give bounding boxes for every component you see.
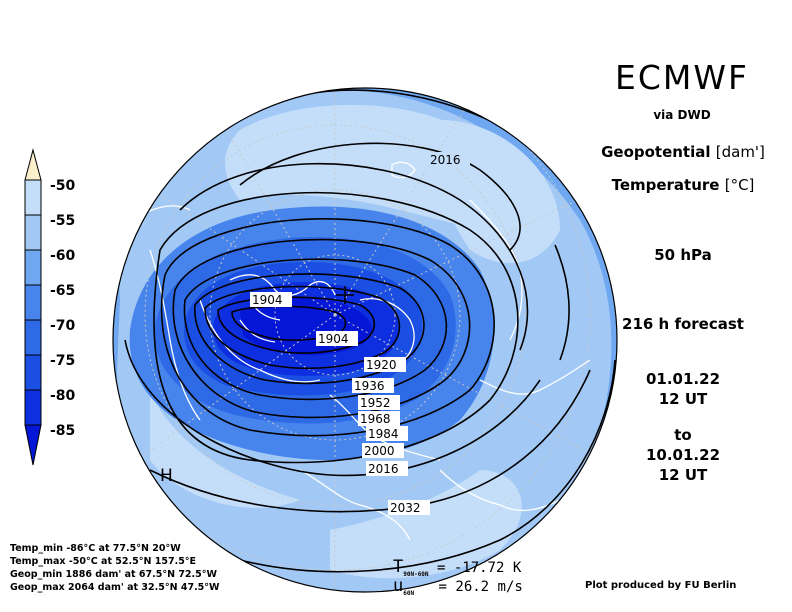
forecast-lead: 216 h forecast	[622, 315, 744, 333]
contour-label: 1920	[366, 358, 397, 372]
t-mean-stat: T90N-60N = -17.72 K	[393, 557, 521, 578]
colorbar-label: -50	[50, 178, 76, 194]
credit-line: Plot produced by FU Berlin	[585, 580, 737, 591]
contour-label: 1968	[360, 412, 391, 426]
contour-label: 1984	[368, 427, 399, 441]
valid-date: 10.01.22	[645, 446, 721, 464]
colorbar-label: -75	[50, 353, 76, 369]
t-subscript: 90N-60N	[403, 570, 429, 578]
contour-label: 1904	[252, 293, 283, 307]
colorbar-label: -65	[50, 283, 76, 299]
field2-title: Temperature [°C]	[590, 176, 776, 194]
colorbar-label: -60	[50, 248, 76, 264]
geop-min-stat: Geop_min 1886 dam' at 67.5°N 72.5°W	[10, 569, 217, 580]
contour-label: 2016	[368, 462, 399, 476]
colorbar-label: -70	[50, 318, 76, 334]
colorbar-label: -80	[50, 388, 76, 404]
contour-labels: 2016 1904 1904 1920 1936 1952 1968 1984 …	[250, 152, 470, 515]
contour-label: 2032	[390, 501, 421, 515]
contour-label: 1904	[318, 332, 349, 346]
u-subscript: 60N	[403, 589, 415, 597]
field2-unit: [°C]	[724, 176, 755, 194]
temp-max-stat: Temp_max -50°C at 52.5°N 157.5°E	[10, 556, 197, 567]
field2-name: Temperature	[611, 176, 720, 194]
init-time: 12 UT	[658, 390, 708, 408]
contour-label: 1936	[354, 379, 385, 393]
field1-unit: [dam']	[715, 143, 765, 161]
colorbar-label: -85	[50, 423, 76, 439]
field1-name: Geopotential	[601, 143, 711, 161]
u-mean-stat: u60N = 26.2 m/s	[393, 576, 523, 597]
field1-title: Geopotential [dam']	[590, 143, 776, 161]
map-disc	[113, 88, 617, 592]
high-pressure-mark: H	[160, 466, 173, 486]
geop-max-stat: Geop_max 2064 dam' at 32.5°N 47.5°W	[10, 582, 220, 593]
pressure-level: 50 hPa	[654, 246, 712, 264]
t-value: = -17.72 K	[436, 560, 522, 576]
init-date: 01.01.22	[645, 370, 721, 388]
u-value: = 26.2 m/s	[438, 579, 523, 595]
colorbar-label: -55	[50, 213, 76, 229]
contour-label: 2000	[364, 444, 395, 458]
temp-min-stat: Temp_min -86°C at 77.5°N 20°W	[10, 543, 181, 554]
colorbar	[24, 148, 42, 466]
u-symbol: u	[393, 576, 404, 596]
contour-label: 2016	[430, 153, 461, 167]
contour-label: 1952	[360, 396, 391, 410]
source-note: via DWD	[653, 108, 711, 122]
to-label: to	[674, 426, 692, 444]
t-symbol: T	[393, 557, 404, 577]
valid-time: 12 UT	[658, 466, 708, 484]
ecmwf-logo: ECMWF	[615, 58, 749, 97]
